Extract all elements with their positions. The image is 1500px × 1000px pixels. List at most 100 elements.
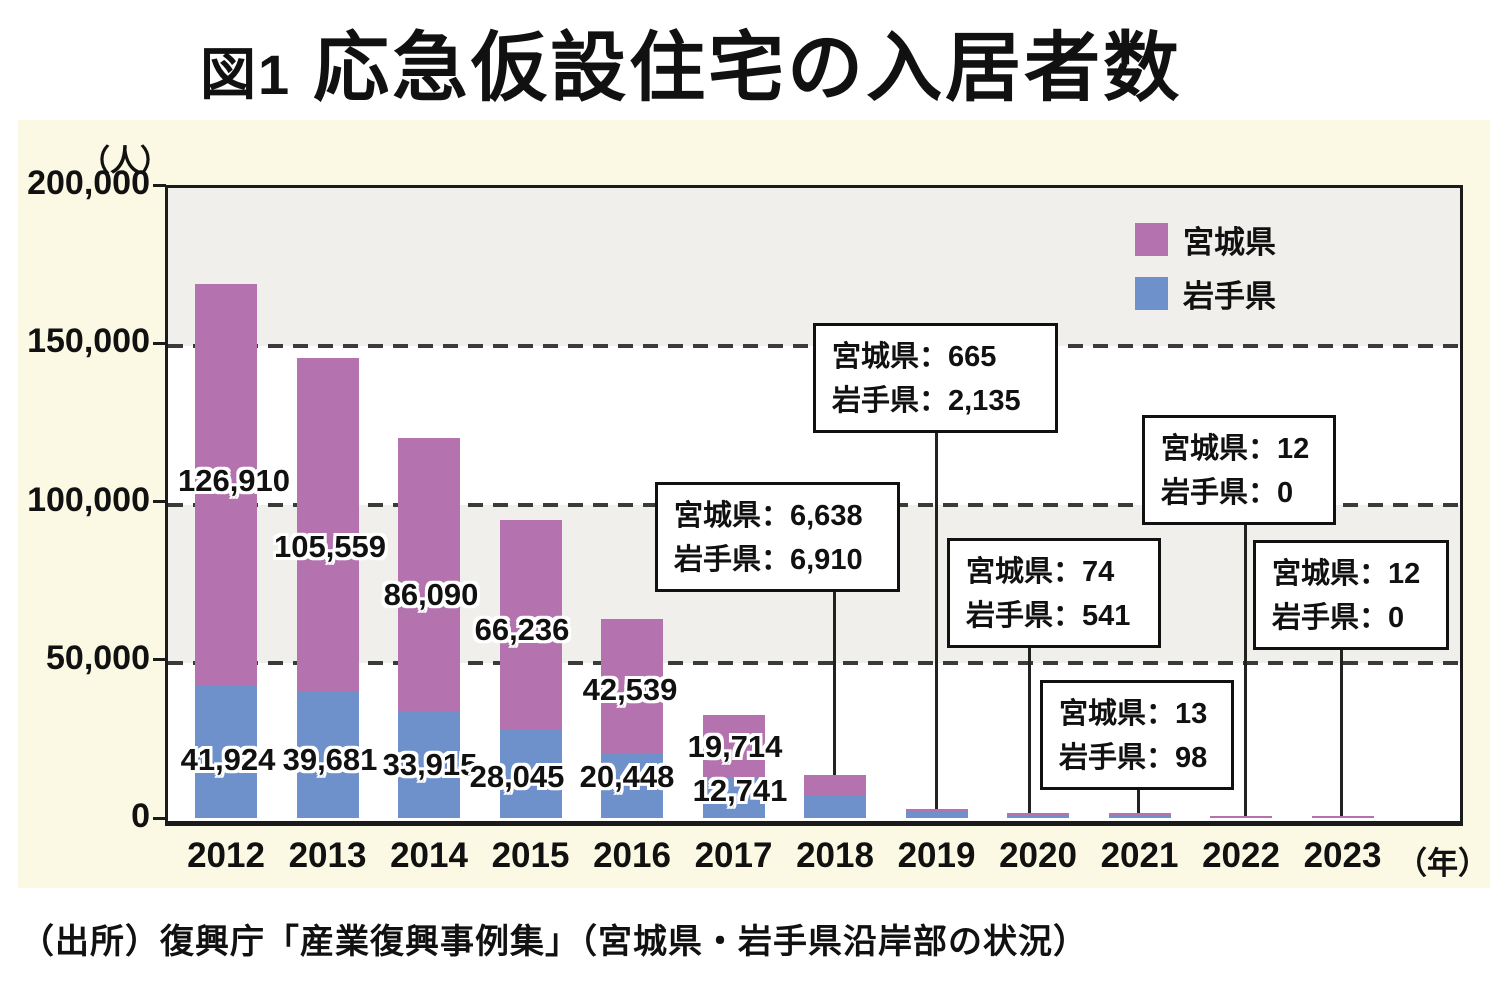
callout-2023: 宮城県：12 岩手県：0 [1253,540,1449,651]
y-tick-label: 150,000 [27,322,150,361]
bar-segment-miyagi [804,775,866,797]
legend-item-岩手県: 岩手県 [1135,271,1276,316]
y-tick-mark [153,658,166,662]
legend-swatch-icon [1135,277,1168,310]
bar-2019 [905,808,968,818]
bar-value-iwate-2016: 20,448 [579,759,675,794]
bar-2015 [499,519,562,818]
legend: 宮城県 岩手県 [1135,217,1276,325]
bar-segment-iwate [195,685,257,818]
y-tick-mark [153,183,166,187]
bar-2018 [804,775,866,818]
bar-value-miyagi-2016: 42,539 [582,672,678,707]
bar-segment-miyagi [398,438,460,711]
x-axis-unit-label: （年） [1396,846,1489,881]
bar-segment-iwate [398,710,460,818]
x-tick-label-2020: 2020 [999,836,1077,875]
x-tick-label-2019: 2019 [897,836,976,875]
callout-line-text: 岩手県：98 [1059,742,1208,775]
legend-label: 宮城県 [1183,225,1276,260]
callout-connector-2018 [833,590,836,776]
callout-line-text: 岩手県：0 [1272,602,1405,635]
bar-value-iwate-2013: 39,681 [282,742,378,777]
x-tick-label-2021: 2021 [1100,836,1179,875]
y-tick-mark [153,341,166,345]
bar-segment-iwate [296,692,359,818]
callout-2019: 宮城県：665 岩手県：2,135 [813,323,1058,434]
bar-segment-iwate [601,753,663,818]
source-note: （出所）復興庁「産業復興事例集」（宮城県・岩手県沿岸部の状況） [20,923,1088,961]
x-tick-label-2016: 2016 [593,836,671,875]
callout-2020: 宮城県：74 岩手県：541 [947,538,1161,649]
y-tick-mark [153,816,166,820]
figure-title-text: 応急仮設住宅の入居者数 [313,26,1183,111]
bar-2021 [1108,813,1171,818]
callout-connector-2021 [1137,788,1140,813]
y-tick-label: 200,000 [27,164,150,202]
callout-line-text: 岩手県：0 [1161,477,1294,510]
bar-value-iwate-2012: 41,924 [180,742,276,777]
callout-connector-2019 [935,431,938,809]
bar-value-miyagi-2012: 126,910 [177,463,291,498]
bar-2020 [1007,813,1069,818]
x-tick-label-2023: 2023 [1303,836,1382,875]
bar-segment-miyagi [1007,813,1069,816]
x-tick-label-2015: 2015 [491,836,570,875]
callout-connector-2023 [1340,648,1343,816]
x-tick-label-2012: 2012 [187,836,265,875]
callout-line-text: 宮城県：12 [1272,558,1421,590]
x-tick-label-2017: 2017 [694,836,773,875]
bar-2017 [702,715,765,818]
bar-segment-iwate [905,811,968,818]
callout-line-text: 岩手県：6,910 [674,544,863,577]
bar-segment-iwate [804,796,866,818]
bar-value-miyagi-2017: 19,714 [687,729,783,764]
y-tick-label: 50,000 [46,638,150,677]
legend-swatch-icon [1135,223,1168,256]
bar-segment-miyagi [1311,815,1374,818]
bar-segment-miyagi [702,715,765,778]
x-tick-label-2013: 2013 [288,836,367,875]
callout-line-text: 宮城県：665 [832,341,997,373]
legend-label: 岩手県 [1183,279,1276,314]
bar-value-iwate-2014: 33,915 [382,747,478,782]
callout-2018: 宮城県：6,638 岩手県：6,910 [655,482,900,593]
bar-segment-miyagi [601,618,663,754]
x-tick-label-2018: 2018 [796,836,874,875]
figure-number: 図1 [200,43,292,106]
gridline-50000 [168,660,1460,665]
bar-value-iwate-2017: 12,741 [692,773,788,808]
callout-2021: 宮城県：13 岩手県：98 [1040,680,1234,791]
background-band [168,188,1460,347]
bar-value-miyagi-2014: 86,090 [383,577,479,612]
x-tick-label-2022: 2022 [1202,836,1280,875]
bar-segment-iwate [1007,815,1069,818]
y-tick-mark [153,500,166,503]
callout-line-text: 岩手県：541 [966,600,1131,633]
callout-line-text: 宮城県：12 [1161,433,1310,465]
callout-2022: 宮城県：12 岩手県：0 [1142,415,1336,526]
bar-segment-miyagi [195,283,257,686]
legend-item-宮城県: 宮城県 [1135,217,1276,262]
callout-line-text: 宮城県：74 [966,556,1115,588]
bar-segment-miyagi [1210,815,1272,818]
bar-segment-iwate [702,777,765,818]
callout-connector-2020 [1028,646,1031,813]
bar-segment-iwate [499,729,562,818]
bar-2014 [398,438,460,818]
bar-2012 [195,283,257,818]
y-tick-label: 100,000 [27,480,150,519]
callout-line-text: 宮城県：6,638 [674,500,863,532]
bar-value-miyagi-2013: 105,559 [273,529,387,564]
y-tick-label: 0 [131,797,150,835]
bar-2013 [296,358,359,818]
callout-line-text: 岩手県：2,135 [832,385,1021,418]
bar-value-miyagi-2015: 66,236 [474,612,570,647]
bar-segment-miyagi [296,358,359,693]
bar-2023 [1311,815,1374,818]
bar-2022 [1210,815,1272,818]
bar-segment-miyagi [905,808,968,812]
bar-segment-iwate [1108,815,1171,818]
bar-value-iwate-2015: 28,045 [469,759,565,794]
bar-2016 [601,618,663,818]
